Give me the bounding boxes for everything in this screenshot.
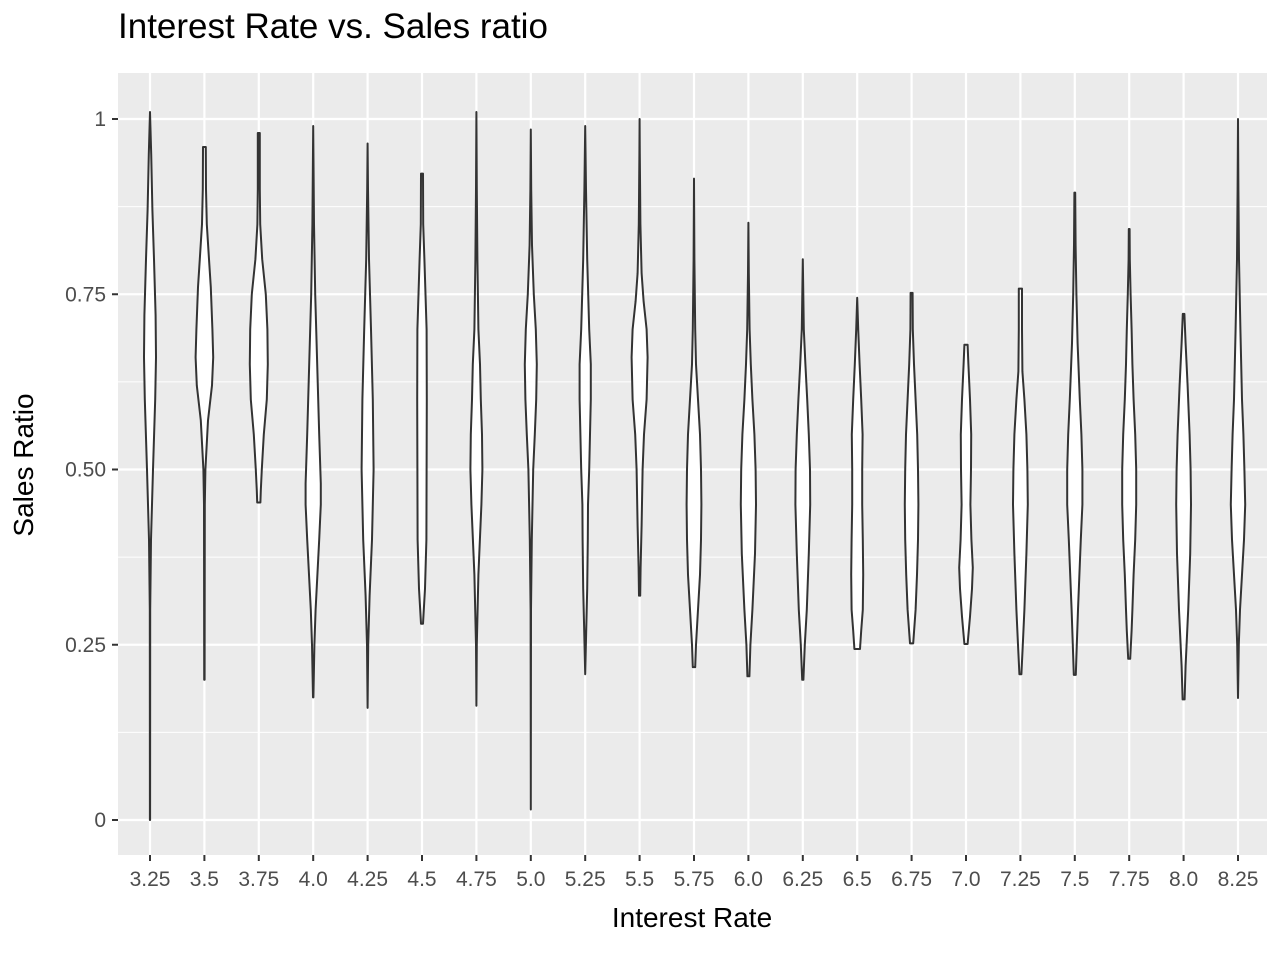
violin-3.25 xyxy=(143,110,157,821)
x-axis-title: Interest Rate xyxy=(612,902,772,933)
x-tick-label: 7.25 xyxy=(1000,868,1041,891)
x-tick-label: 4.25 xyxy=(347,868,388,891)
violin-3.75 xyxy=(248,132,269,504)
x-tick-label: 6.0 xyxy=(734,868,763,891)
x-tick-label: 7.5 xyxy=(1060,868,1089,891)
x-tick-label: 5.0 xyxy=(516,868,545,891)
violin-3.5 xyxy=(194,146,215,681)
violin-7.25 xyxy=(1012,287,1029,676)
violin-4.0 xyxy=(304,125,322,699)
x-tick-label: 6.25 xyxy=(782,868,823,891)
violin-5.25 xyxy=(578,125,592,676)
y-tick-label: 1 xyxy=(94,108,106,131)
x-tick-label: 3.75 xyxy=(238,868,279,891)
x-tick-label: 3.25 xyxy=(130,868,171,891)
x-tick-label: 7.75 xyxy=(1109,868,1150,891)
axis-layer: 0 0.25 0.50 0.75 1 3.25 3.5 3.75 4.0 4.25 4.5 4.75 5… xyxy=(65,108,1258,891)
violin-6.0 xyxy=(739,221,757,678)
violin-7.0 xyxy=(958,343,974,646)
violin-6.5 xyxy=(850,296,865,650)
x-tick-label: 4.5 xyxy=(407,868,436,891)
x-tick-label: 8.0 xyxy=(1169,868,1198,891)
violin-8.25 xyxy=(1229,118,1247,700)
y-tick-label: 0.75 xyxy=(65,283,106,306)
violin-7.5 xyxy=(1066,191,1084,676)
x-tick-label: 6.5 xyxy=(843,868,872,891)
x-tick-label: 8.25 xyxy=(1218,868,1259,891)
y-tick-label: 0.50 xyxy=(65,459,106,482)
y-axis-title: Sales Ratio xyxy=(8,393,39,536)
x-tick-label: 4.0 xyxy=(299,868,328,891)
violin-8.0 xyxy=(1175,312,1192,701)
y-tick-label: 0 xyxy=(94,809,106,832)
x-tick-label: 5.25 xyxy=(565,868,606,891)
y-tick-label: 0.25 xyxy=(65,634,106,657)
violin-5.75 xyxy=(685,177,703,669)
x-tick-label: 7.0 xyxy=(951,868,980,891)
x-tick-label: 4.75 xyxy=(456,868,497,891)
violin-layer xyxy=(143,110,1247,821)
x-tick-label: 3.5 xyxy=(190,868,219,891)
chart-title: Interest Rate vs. Sales ratio xyxy=(118,7,548,46)
violin-4.75 xyxy=(469,110,484,707)
violin-6.75 xyxy=(903,291,920,645)
violin-5.5 xyxy=(630,118,649,597)
violin-4.5 xyxy=(416,172,428,625)
violin-7.75 xyxy=(1121,228,1138,660)
violin-5.0 xyxy=(523,128,538,811)
x-tick-label: 6.75 xyxy=(891,868,932,891)
x-tick-label: 5.5 xyxy=(625,868,654,891)
violin-6.25 xyxy=(794,258,812,681)
violin-4.25 xyxy=(360,142,375,709)
x-tick-label: 5.75 xyxy=(674,868,715,891)
